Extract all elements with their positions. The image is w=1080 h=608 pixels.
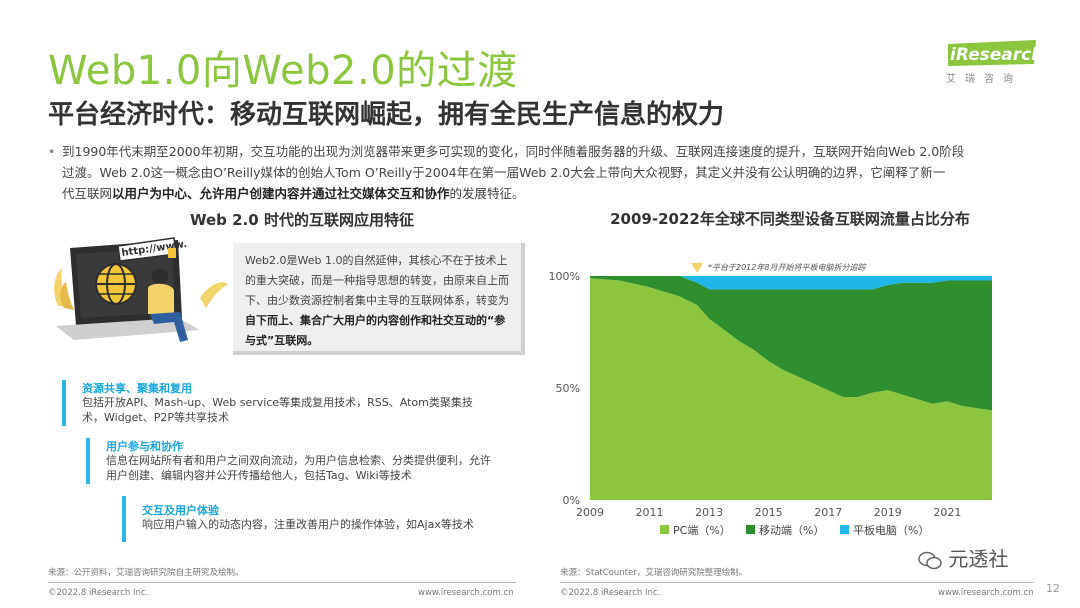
logo-subtext: 艾瑞咨询	[946, 74, 1022, 85]
page-number: 12	[1046, 582, 1060, 595]
logo-text: iResearch	[950, 45, 1040, 65]
intro-paragraph: • 到1990年代末期至2000年初期，交互功能的出现为浏览器带来更多可实现的变…	[48, 141, 1038, 204]
legend-label: PC端（%）	[673, 524, 731, 537]
legend-label: 移动端（%）	[759, 524, 824, 537]
right-copyright: ©2022.8 iResearch Inc.	[560, 588, 661, 598]
feature-body: 信息在网站所有者和用户之间双向流动，为用户信息检索、分类提供便利，允许 用户创建…	[106, 454, 491, 482]
feature-title: 交互及用户体验	[142, 504, 219, 517]
feature-accent-bar	[62, 380, 66, 426]
y-tick-label: 50%	[556, 382, 580, 395]
y-tick-label: 0%	[563, 494, 580, 507]
feature-accent-bar	[122, 496, 126, 542]
x-tick-label: 2013	[695, 506, 723, 519]
legend-swatch	[660, 525, 669, 534]
left-website: www.iresearch.com.cn	[418, 588, 514, 598]
x-tick-label: 2011	[636, 506, 664, 519]
page-title: Web1.0向Web2.0的过渡	[48, 48, 518, 94]
left-copyright: ©2022.8 iResearch Inc.	[48, 588, 149, 598]
feature-title: 用户参与和协作	[106, 440, 183, 453]
watermark: 元透社	[918, 543, 1008, 572]
right-footer-divider	[560, 582, 1034, 583]
chart-title: 2009-2022年全球不同类型设备互联网流量占比分布	[610, 210, 970, 228]
page-subtitle: 平台经济时代：移动互联网崛起，拥有全民生产信息的权力	[48, 100, 725, 130]
web2-description-box: Web2.0是Web 1.0的自然延伸，其核心不在于技术上的重大突破，而是一种指…	[233, 243, 525, 355]
x-tick-label: 2021	[933, 506, 961, 519]
bullet-icon: •	[48, 144, 56, 159]
annotation-marker-icon	[691, 263, 704, 273]
traffic-share-chart: 2009-2022年全球不同类型设备互联网流量占比分布 *平台于2012年8月开…	[549, 210, 992, 537]
web2-features-title: Web 2.0 时代的互联网应用特征	[190, 211, 414, 229]
iresearch-logo: iResearch	[948, 40, 1040, 66]
intro-line-2: 过渡。Web 2.0这一概念由O’Reilly媒体的创始人Tom O’Reill…	[62, 165, 946, 180]
intro-emphasis: 以用户为中心、允许用户创建内容并通过社交媒体交互和协作	[112, 186, 450, 201]
left-source: 来源：公开资料，艾瑞咨询研究院自主研究及绘制。	[48, 568, 244, 578]
area-mobile	[590, 276, 992, 411]
laptop-illustration: http://www.	[54, 237, 228, 342]
feature-accent-bar	[86, 438, 90, 484]
area-pc	[590, 278, 992, 500]
feature-user-participation: 用户参与和协作 信息在网站所有者和用户之间双向流动，为用户信息检索、分类提供便利…	[86, 438, 526, 484]
feature-body: 包括开放API、Mash-up、Web service等集成复用技术，RSS、A…	[82, 396, 473, 424]
feature-resource-sharing: 资源共享、聚集和复用 包括开放API、Mash-up、Web service等集…	[62, 380, 522, 426]
chart-annotation: *平台于2012年8月开始将平板电脑拆分追踪	[708, 263, 866, 272]
x-tick-label: 2009	[576, 506, 604, 519]
area-tablet	[590, 276, 992, 290]
y-tick-label: 100%	[549, 270, 580, 283]
legend-swatch	[746, 525, 755, 534]
person-head	[152, 268, 168, 284]
right-source: 来源：StatCounter，艾瑞咨询研究院整理绘制。	[560, 568, 748, 578]
description-emphasis: 自下而上、集合广大用户的内容创作和社交互动的“参与式”互联网。	[245, 314, 506, 347]
legend-label: 平板电脑（%）	[853, 523, 929, 537]
feature-interaction: 交互及用户体验 响应用户输入的动态内容，注重改善用户的操作体验，如Ajax等技术	[122, 496, 522, 542]
x-tick-label: 2019	[874, 506, 902, 519]
intro-line-3: 代互联网以用户为中心、允许用户创建内容并通过社交媒体交互和协作的发展特征。	[62, 186, 525, 201]
x-tick-label: 2017	[814, 506, 842, 519]
right-website: www.iresearch.com.cn	[938, 588, 1034, 598]
intro-line-1: 到1990年代末期至2000年初期，交互功能的出现为浏览器带来更多可实现的变化，…	[62, 144, 965, 159]
feature-body: 响应用户输入的动态内容，注重改善用户的操作体验，如Ajax等技术	[142, 518, 474, 531]
feature-title: 资源共享、聚集和复用	[82, 382, 192, 395]
wechat-icon	[918, 551, 942, 569]
description-text: Web2.0是Web 1.0的自然延伸，其核心不在于技术上的重大突破，而是一种指…	[245, 254, 509, 307]
left-footer-divider	[48, 582, 516, 583]
legend-swatch	[840, 525, 849, 534]
x-tick-label: 2015	[755, 506, 783, 519]
